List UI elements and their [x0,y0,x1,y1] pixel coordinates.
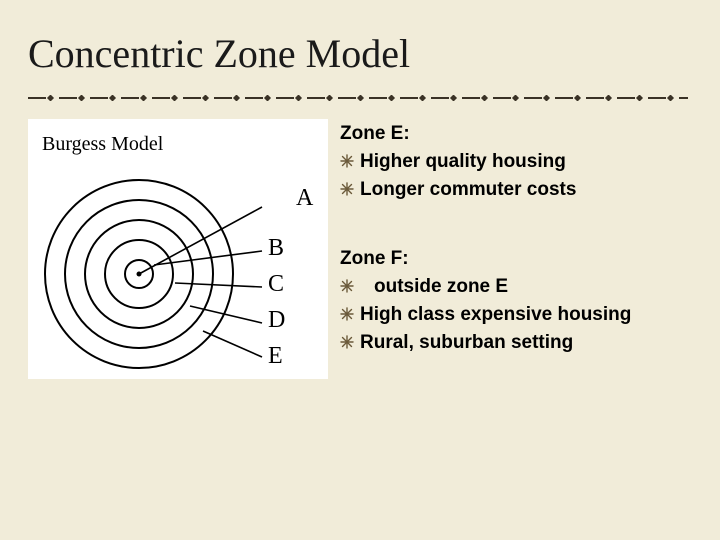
starburst-icon [340,335,354,349]
slide: Concentric Zone Model Burgess Model ABCD… [0,0,720,540]
bullet-text: Rural, suburban setting [360,330,573,356]
starburst-icon [340,307,354,321]
model-label: Burgess Model [42,133,163,156]
bullet-row: High class expensive housing [340,302,692,328]
zone-block-0: Zone E: Higher quality housing Longer co… [340,123,692,202]
bullet-text: outside zone E [360,274,508,300]
zone-heading: Zone F: [340,248,692,270]
starburst-icon [340,182,354,196]
starburst-icon [340,154,354,168]
zone-letter-b: B [268,235,284,262]
divider [28,95,688,99]
slide-title: Concentric Zone Model [28,30,692,77]
text-panel: Zone E: Higher quality housing Longer co… [340,119,692,401]
zone-letter-c: C [268,271,284,298]
diagram-panel: Burgess Model ABCDE [28,119,328,379]
bullet-row: Rural, suburban setting [340,330,692,356]
bullet-text: Higher quality housing [360,149,566,175]
content-row: Burgess Model ABCDE Zone E: Higher quali… [28,119,692,401]
starburst-icon [340,279,354,293]
concentric-rings [44,179,274,379]
zone-letter-d: D [268,307,285,334]
bullet-text: Longer commuter costs [360,177,576,203]
zone-letter-a: A [296,185,313,212]
zone-letter-e: E [268,343,283,370]
zone-block-1: Zone F: outside zone E High class expens… [340,248,692,355]
bullet-row: Longer commuter costs [340,177,692,203]
bullet-text: High class expensive housing [360,302,631,328]
bullet-row: Higher quality housing [340,149,692,175]
bullet-row: outside zone E [340,274,692,300]
zone-heading: Zone E: [340,123,692,145]
